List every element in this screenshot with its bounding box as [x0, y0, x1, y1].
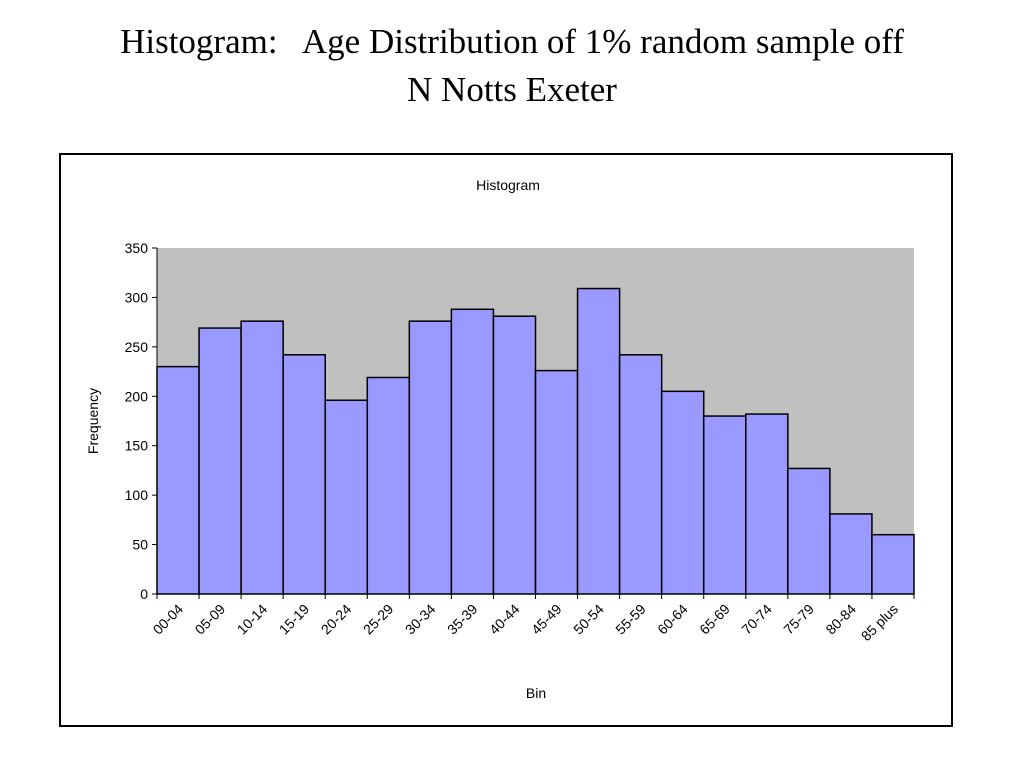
- bar-50-54: [576, 287, 621, 595]
- x-tick-label: 70-74: [738, 601, 775, 638]
- bar-20-24: [324, 399, 369, 595]
- bar-00-04: [156, 365, 200, 595]
- bar-25-29: [366, 376, 411, 595]
- x-tick-label: 75-79: [780, 601, 817, 638]
- y-tick-label: 300: [125, 289, 149, 305]
- x-tick-label: 20-24: [318, 601, 355, 638]
- bars-layer: [156, 287, 915, 595]
- x-tick-label: 45-49: [528, 601, 565, 638]
- y-tick-label: 100: [125, 487, 149, 503]
- x-axis-label: Bin: [526, 685, 546, 701]
- bar-45-49: [534, 369, 579, 595]
- x-tick-label: 40-44: [486, 601, 523, 638]
- chart-title: Histogram: [476, 177, 540, 193]
- bar-30-34: [408, 320, 453, 595]
- slide-title: Histogram: Age Distribution of 1% random…: [0, 18, 1024, 114]
- x-tick-label: 15-19: [276, 601, 313, 638]
- bar-55-59: [618, 354, 663, 595]
- bar-35-39: [450, 308, 495, 595]
- slide-title-line-1: Histogram: Age Distribution of 1% random…: [120, 22, 904, 61]
- x-tick-label: 50-54: [570, 601, 607, 638]
- bar-65-69: [702, 415, 747, 595]
- y-tick-label: 250: [125, 339, 149, 355]
- y-tick-label: 0: [140, 586, 148, 602]
- x-tick-label: 30-34: [402, 601, 439, 638]
- y-ticks-layer: 0 50 100 150 200 250 300 350: [125, 240, 157, 602]
- x-tick-label: 25-29: [360, 601, 397, 638]
- y-tick-label: 350: [125, 240, 149, 256]
- y-tick-label: 150: [125, 438, 149, 454]
- bar-15-19: [282, 354, 326, 595]
- bar-80-84: [829, 513, 873, 595]
- bar-75-79: [787, 467, 831, 595]
- x-tick-label: 35-39: [444, 601, 481, 638]
- x-tick-label: 00-04: [150, 601, 187, 638]
- bar-10-14: [240, 320, 284, 595]
- bar-85-plus: [871, 533, 915, 595]
- x-ticks-layer: 00-04 05-09 10-14 15-19 20-24 25-29 30-34 35-39…: [150, 594, 915, 644]
- x-tick-label: 05-09: [192, 601, 229, 638]
- y-tick-label: 50: [132, 537, 148, 553]
- x-tick-label: 10-14: [234, 601, 271, 638]
- bar-60-64: [660, 390, 705, 595]
- bar-40-44: [492, 315, 537, 595]
- x-tick-label: 65-69: [696, 601, 733, 638]
- x-tick-label: 60-64: [654, 601, 691, 638]
- x-tick-label: 85 plus: [858, 601, 901, 644]
- x-tick-label: 55-59: [612, 601, 649, 638]
- bar-70-74: [745, 413, 789, 595]
- y-tick-label: 200: [125, 388, 149, 404]
- y-axis-label: Frequency: [85, 388, 101, 454]
- x-tick-label: 80-84: [822, 601, 859, 638]
- slide-title-line-2: N Notts Exeter: [407, 70, 617, 109]
- bar-05-09: [198, 327, 242, 595]
